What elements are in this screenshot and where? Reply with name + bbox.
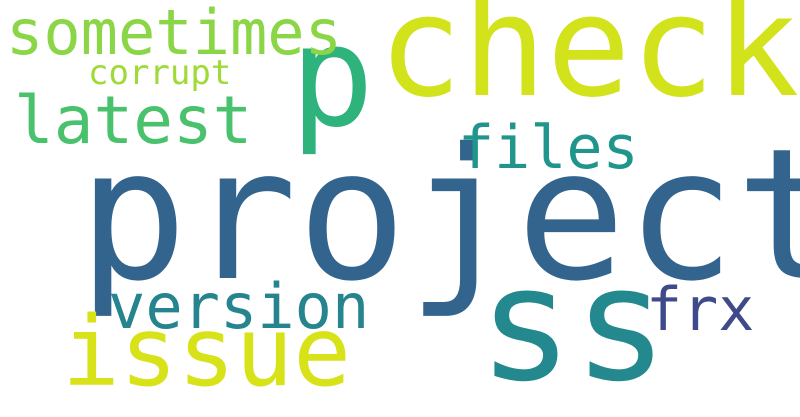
word-p: p <box>290 0 375 159</box>
word-corrupt: corrupt <box>88 53 232 93</box>
word-issue: issue <box>62 296 351 408</box>
word-ss: ss <box>478 233 669 417</box>
word-check: check <box>378 0 800 129</box>
word-frx: frx <box>646 275 755 345</box>
word-project: project <box>78 109 800 321</box>
word-cloud: project p check ss issue version sometim… <box>6 0 800 408</box>
word-latest: latest <box>14 82 253 159</box>
word-files: files <box>458 113 639 183</box>
word-sometimes: sometimes <box>6 0 342 69</box>
word-version: version <box>108 270 370 343</box>
